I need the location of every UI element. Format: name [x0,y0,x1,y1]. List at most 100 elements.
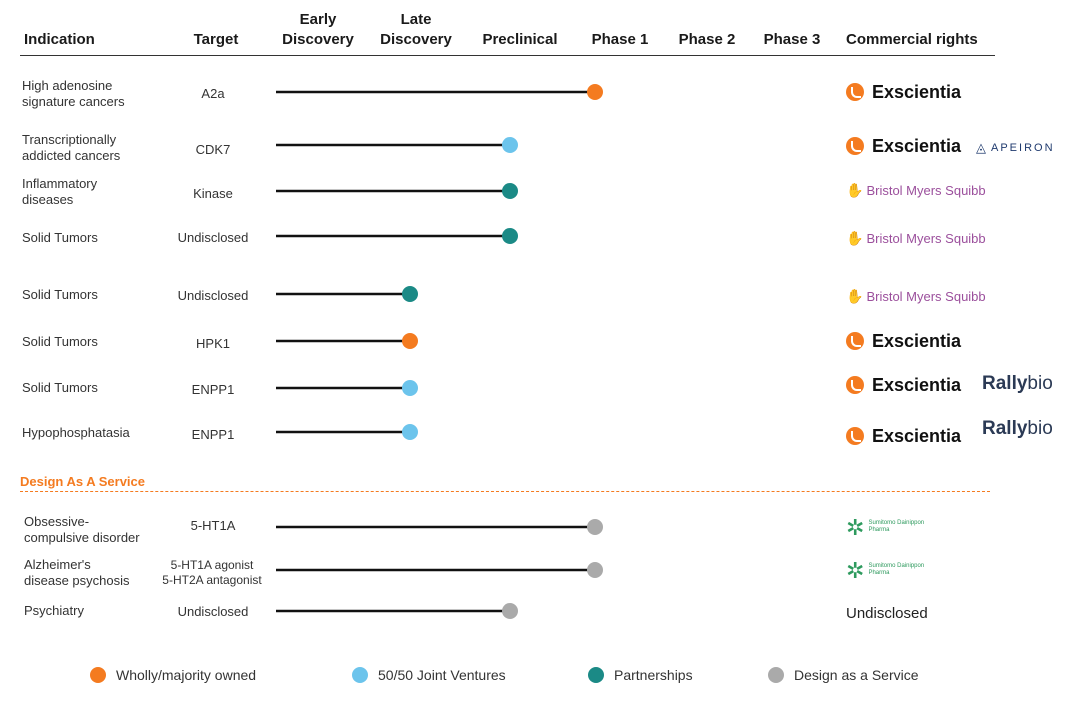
exscientia-logo: Exscientia [846,331,961,352]
row-3-rights: ✋ Bristol Myers Squibb [846,178,986,202]
legend-label-wholly-owned: Wholly/majority owned [116,667,257,683]
bms-wordmark: Bristol Myers Squibb [866,288,986,304]
row-6-target: HPK1 [196,336,230,351]
pipeline-marker-9 [587,519,603,535]
apeiron-wordmark: APEIRON [991,142,1055,154]
exscientia-mark-icon [846,427,864,445]
legend-item-partnerships: Partnerships [588,667,693,683]
bms-logo: ✋ Bristol Myers Squibb [846,230,986,247]
header-early-discovery-line2: Discovery [282,31,354,48]
row-4-target: Undisclosed [177,230,249,245]
row-5-rights: ✋ Bristol Myers Squibb [846,284,986,308]
rallybio-wordmark-b: bio [1027,418,1053,439]
row-10-rights: ✲ Sumitomo Dainippon Pharma [846,558,924,582]
row-5-target: Undisclosed [177,288,249,303]
row-9-indication: Obsessive- compulsive disorder [24,514,140,545]
rallybio-logo: Rallybio [982,418,1053,440]
row-10-target: 5-HT1A agonist 5-HT2A antagonist [162,558,262,587]
exscientia-logo: Exscientia [846,82,961,103]
rallybio-logo: Rallybio [982,373,1053,395]
row-7-indication: Solid Tumors [22,380,98,395]
sumitomo-wordmark-b: Pharma [868,527,890,533]
row-8-indication: Hypophosphatasia [22,425,130,440]
row-8-rights: Exscientia [846,424,961,448]
exscientia-wordmark: Exscientia [872,425,962,446]
row-7-rights: Exscientia [846,373,961,397]
apeiron-mark-icon: ◬ [976,140,988,155]
sumitomo-swirl-icon: ✲ [846,557,865,583]
pipeline-marker-11 [502,603,518,619]
header-late-discovery: Late Discovery [370,10,462,50]
bms-hand-icon: ✋ [846,229,864,246]
header-target: Target [193,31,239,48]
row-3-indication: Inflammatory diseases [22,176,98,207]
row-2-target: CDK7 [195,142,231,157]
pipeline-marker-5 [402,286,418,302]
pipeline-marker-3 [502,183,518,199]
pipeline-marker-8 [402,424,418,440]
bms-logo: ✋ Bristol Myers Squibb [846,182,986,199]
row-1-rights: Exscientia [846,80,961,104]
row-3-target: Kinase [193,186,233,201]
row-6-rights: Exscientia [846,329,961,353]
header-late-discovery-line2: Discovery [380,31,452,48]
bms-hand-icon: ✋ [846,287,864,304]
row-9-target: 5-HT1A [190,518,236,533]
header-commercial-rights: Commercial rights [846,31,978,48]
sumitomo-wordmark-a: Sumitomo Dainippon [868,520,925,526]
pipeline-marker-2 [502,137,518,153]
header-preclinical: Preclinical [482,31,558,48]
exscientia-wordmark: Exscientia [872,81,962,102]
rallybio-wordmark-b: bio [1027,373,1053,394]
legend-label-joint-ventures: 50/50 Joint Ventures [378,667,506,683]
pipeline-marker-4 [502,228,518,244]
apeiron-logo: ◬ APEIRON [976,140,1055,156]
design-as-a-service-heading: Design As A Service [20,474,145,489]
pipeline-marker-6 [402,333,418,349]
sumitomo-logo: ✲ Sumitomo Dainippon Pharma [846,514,925,540]
row-1-indication: High adenosine signature cancers [22,78,125,109]
pipeline-marker-1 [587,84,603,100]
row-11-indication: Psychiatry [24,603,84,618]
row-8-target: ENPP1 [191,427,235,442]
row-1-target: A2a [201,86,225,101]
legend-label-design-service: Design as a Service [794,667,919,683]
exscientia-mark-icon [846,376,864,394]
exscientia-logo: Exscientia [846,375,961,396]
exscientia-wordmark: Exscientia [872,135,962,156]
bms-wordmark: Bristol Myers Squibb [866,182,986,198]
header-divider [20,55,995,56]
sumitomo-swirl-icon: ✲ [846,514,865,540]
exscientia-wordmark: Exscientia [872,330,962,351]
sumitomo-logo: ✲ Sumitomo Dainippon Pharma [846,557,924,583]
legend-dot-design-service [768,667,784,683]
row-10-indication: Alzheimer's disease psychosis [24,557,130,588]
row-11-target: Undisclosed [177,604,249,619]
exscientia-logo: Exscientia [846,426,961,447]
legend-dot-partnerships [588,667,604,683]
exscientia-mark-icon [846,332,864,350]
header-phase1: Phase 1 [591,31,649,48]
bms-wordmark: Bristol Myers Squibb [866,230,986,246]
header-indication: Indication [24,31,95,48]
exscientia-mark-icon [846,137,864,155]
row-4-indication: Solid Tumors [22,230,98,245]
row-7-target: ENPP1 [191,382,235,397]
section-divider [20,491,990,492]
bms-logo: ✋ Bristol Myers Squibb [846,288,986,305]
row-4-rights: ✋ Bristol Myers Squibb [846,226,986,250]
header-phase2: Phase 2 [678,31,736,48]
header-late-discovery-line1: Late [400,11,432,28]
header-phase3: Phase 3 [763,31,821,48]
rallybio-wordmark-a: Rally [982,373,1028,394]
row-9-rights: ✲ Sumitomo Dainippon Pharma [846,515,924,539]
legend-item-design-service: Design as a Service [768,667,919,683]
legend-item-joint-ventures: 50/50 Joint Ventures [352,667,506,683]
row-6-indication: Solid Tumors [22,334,98,349]
pipeline-marker-10 [587,562,603,578]
row-2-indication: Transcriptionally addicted cancers [22,132,121,163]
row-5-indication: Solid Tumors [22,287,98,302]
exscientia-mark-icon [846,83,864,101]
legend-dot-wholly-owned [90,667,106,683]
